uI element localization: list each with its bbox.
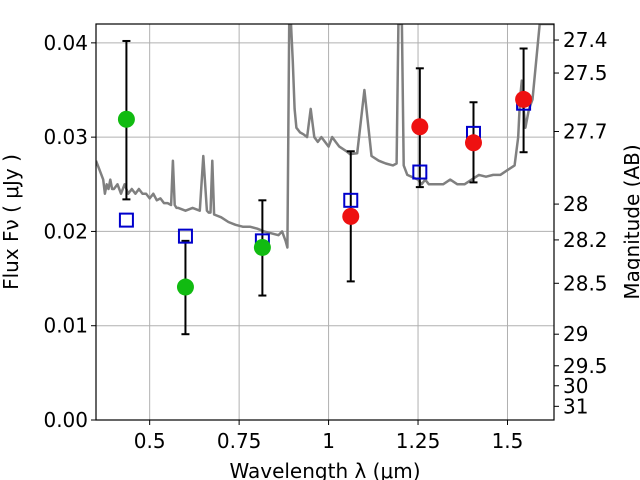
y-tick-label: 0.03 [43,125,88,149]
y2-tick-label: 27.4 [563,28,608,52]
y2-tick-label: 29 [563,322,588,346]
observed-circle-marker [411,118,429,136]
x-axis-ticks: 0.5 0.75 1 1.25 1.5 [134,420,524,453]
model-square-marker [118,212,134,228]
observed-circle-marker [176,278,194,296]
y-tick-label: 0.01 [43,314,88,338]
observed-circle-marker [464,134,482,152]
spectrum-curve [96,24,554,249]
plot-frame [95,23,555,421]
model-square-marker [343,192,359,208]
y2-tick-label: 29.5 [563,354,608,378]
y2-tick-label: 31 [563,394,588,418]
y2-tick-label: 30 [563,374,588,398]
data-markers [117,90,533,296]
x-tick-label: 1.5 [492,429,524,453]
x-tick-label: 1.25 [396,429,441,453]
y2-axis-title: Magnitude (AB) [620,144,640,299]
y2-tick-label: 28.5 [563,271,608,295]
model-square-marker [177,228,193,244]
observed-circle-marker [117,110,135,128]
y-axis-title: Flux Fν ( μJy ) [0,154,23,290]
y-axis-ticks: 0.00 0.01 0.02 0.03 0.04 [43,31,96,432]
y-tick-label: 0.00 [43,408,88,432]
y-tick-label: 0.04 [43,31,88,55]
observed-circle-marker [253,238,271,256]
y2-tick-label: 28.2 [563,228,608,252]
x-tick-label: 0.5 [134,429,166,453]
spectrum-line [96,24,554,249]
grid [96,24,554,421]
y2-tick-label: 27.5 [563,61,608,85]
observed-circle-marker [342,207,360,225]
observed-circle-marker [515,90,533,108]
x-axis-title: Wavelength λ (μm) [229,459,420,480]
x-tick-label: 1 [322,429,335,453]
x-tick-label: 0.75 [217,429,262,453]
model-square-marker [412,164,428,180]
y2-tick-label: 27.7 [563,119,608,143]
y-tick-label: 0.02 [43,219,88,243]
y2-tick-label: 28 [563,192,588,216]
